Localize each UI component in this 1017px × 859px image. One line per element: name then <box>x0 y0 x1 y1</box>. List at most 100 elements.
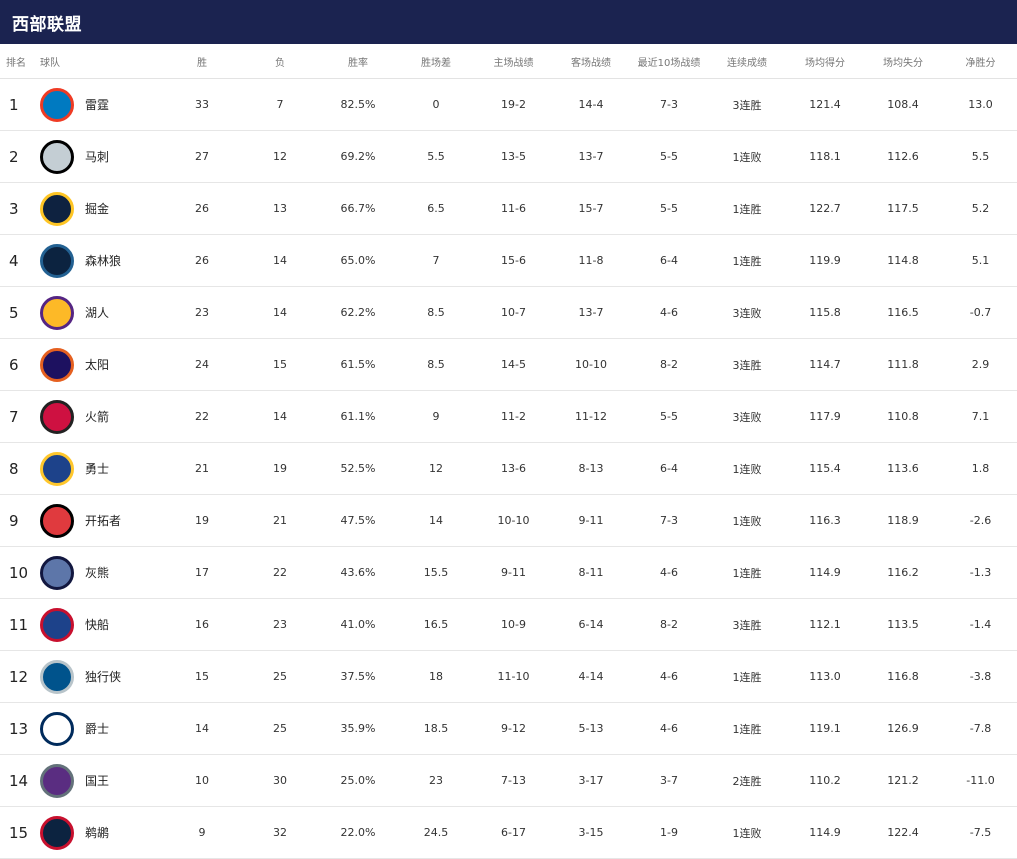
team-cell[interactable]: 鹈鹕 <box>30 806 163 859</box>
team-link[interactable]: 太阳 <box>30 347 163 382</box>
points-per-game-cell: 118.1 <box>786 130 864 183</box>
team-link[interactable]: 鹈鹕 <box>30 815 163 850</box>
table-row[interactable]: 5 湖人 23 14 62.2% 8.5 10-7 13-7 4-6 3连败 115.8 116.5-… <box>0 286 1017 339</box>
team-cell[interactable]: 火箭 <box>30 390 163 443</box>
team-cell[interactable]: 独行侠 <box>30 650 163 703</box>
win-pct-cell: 61.1% <box>319 390 397 443</box>
rank-cell: 5 <box>0 286 30 339</box>
team-name: 掘金 <box>85 202 110 216</box>
table-row[interactable]: 12 独行侠 15 25 37.5% 18 11-10 4-14 4-6 1连胜 113.0 116.… <box>0 650 1017 703</box>
column-header-streak[interactable]: 连续成绩 <box>708 44 786 79</box>
table-row[interactable]: 9 开拓者 19 21 47.5% 14 10-10 9-11 7-3 1连败 116.3 118.9… <box>0 494 1017 547</box>
column-header-rank[interactable]: 排名 <box>0 44 30 79</box>
column-header-points-per-game[interactable]: 场均得分 <box>786 44 864 79</box>
column-header-opp-points-per-game[interactable]: 场均失分 <box>864 44 942 79</box>
home-record-cell: 15-6 <box>475 234 552 287</box>
team-cell[interactable]: 掘金 <box>30 182 163 235</box>
rank-cell: 4 <box>0 234 30 287</box>
team-cell[interactable]: 灰熊 <box>30 546 163 599</box>
away-record-cell: 11-12 <box>552 390 630 443</box>
team-link[interactable]: 火箭 <box>30 399 163 434</box>
team-link[interactable]: 掘金 <box>30 191 163 226</box>
team-cell[interactable]: 森林狼 <box>30 234 163 287</box>
grizzlies-logo-icon <box>40 555 74 590</box>
win-pct-cell: 41.0% <box>319 598 397 651</box>
team-cell[interactable]: 爵士 <box>30 702 163 755</box>
games-behind-cell: 18 <box>397 650 475 703</box>
team-link[interactable]: 独行侠 <box>30 659 163 694</box>
table-row[interactable]: 2 马刺 27 12 69.2% 5.5 13-5 13-7 5-5 1连败 118.1 112.6 5… <box>0 130 1017 183</box>
team-cell[interactable]: 太阳 <box>30 338 163 391</box>
team-link[interactable]: 国王 <box>30 763 163 798</box>
team-name: 鹈鹕 <box>85 826 110 840</box>
wins-cell: 26 <box>163 182 241 235</box>
team-cell[interactable]: 国王 <box>30 754 163 807</box>
column-header-away-record[interactable]: 客场战绩 <box>552 44 630 79</box>
jazz-logo-icon <box>40 711 74 746</box>
column-header-losses[interactable]: 负 <box>241 44 319 79</box>
points-per-game-cell: 115.4 <box>786 442 864 495</box>
team-link[interactable]: 开拓者 <box>30 503 163 538</box>
streak-cell: 2连胜 <box>708 754 786 807</box>
team-cell[interactable]: 马刺 <box>30 130 163 183</box>
table-row[interactable]: 14 国王 10 30 25.0% 23 7-13 3-17 3-7 2连胜 110.2 121.2-… <box>0 754 1017 807</box>
column-header-win-pct[interactable]: 胜率 <box>319 44 397 79</box>
win-pct-cell: 35.9% <box>319 702 397 755</box>
last-10-cell: 6-4 <box>630 442 708 495</box>
table-row[interactable]: 4 森林狼 26 14 65.0% 7 15-6 11-8 6-4 1连胜 119.9 114.8 5.… <box>0 234 1017 287</box>
team-link[interactable]: 雷霆 <box>30 87 163 122</box>
table-row[interactable]: 8 勇士 21 19 52.5% 12 13-6 8-13 6-4 1连败 115.4 113.6 1.… <box>0 442 1017 495</box>
last-10-cell: 7-3 <box>630 494 708 547</box>
table-row[interactable]: 13 爵士 14 25 35.9% 18.5 9-12 5-13 4-6 1连胜 119.1 126.… <box>0 702 1017 755</box>
opp-points-per-game-cell: 114.8 <box>864 234 942 287</box>
wins-cell: 19 <box>163 494 241 547</box>
team-cell[interactable]: 湖人 <box>30 286 163 339</box>
wins-cell: 15 <box>163 650 241 703</box>
team-link[interactable]: 勇士 <box>30 451 163 486</box>
games-behind-cell: 0 <box>397 78 475 131</box>
column-header-games-behind[interactable]: 胜场差 <box>397 44 475 79</box>
losses-cell: 22 <box>241 546 319 599</box>
team-link[interactable]: 森林狼 <box>30 243 163 278</box>
streak-cell: 1连败 <box>708 130 786 183</box>
team-link[interactable]: 灰熊 <box>30 555 163 590</box>
table-row[interactable]: 15 鹈鹕 9 32 22.0% 24.5 6-17 3-15 1-9 1连败 114.9 122.4… <box>0 806 1017 859</box>
column-header-home-record[interactable]: 主场战绩 <box>475 44 552 79</box>
team-cell[interactable]: 雷霆 <box>30 78 163 131</box>
rank-cell: 6 <box>0 338 30 391</box>
column-header-team[interactable]: 球队 <box>30 44 163 79</box>
table-row[interactable]: 10 灰熊 17 22 43.6% 15.5 9-11 8-11 4-6 1连胜 114.9 116.… <box>0 546 1017 599</box>
rank-cell: 14 <box>0 754 30 807</box>
column-header-point-diff[interactable]: 净胜分 <box>942 44 1017 79</box>
win-pct-cell: 66.7% <box>319 182 397 235</box>
team-cell[interactable]: 快船 <box>30 598 163 651</box>
away-record-cell: 9-11 <box>552 494 630 547</box>
team-link[interactable]: 马刺 <box>30 139 163 174</box>
streak-cell: 3连胜 <box>708 78 786 131</box>
team-link[interactable]: 快船 <box>30 607 163 642</box>
home-record-cell: 19-2 <box>475 78 552 131</box>
table-row[interactable]: 1 雷霆 33 7 82.5% 0 19-2 14-4 7-3 3连胜 121.4 108.4 13.0 <box>0 78 1017 131</box>
games-behind-cell: 9 <box>397 390 475 443</box>
last-10-cell: 8-2 <box>630 598 708 651</box>
column-header-wins[interactable]: 胜 <box>163 44 241 79</box>
rank-cell: 8 <box>0 442 30 495</box>
table-row[interactable]: 6 太阳 24 15 61.5% 8.5 14-5 10-10 8-2 3连胜 114.7 111.8… <box>0 338 1017 391</box>
table-row[interactable]: 3 掘金 26 13 66.7% 6.5 11-6 15-7 5-5 1连胜 122.7 117.5 5… <box>0 182 1017 235</box>
points-per-game-cell: 119.1 <box>786 702 864 755</box>
streak-cell: 1连败 <box>708 494 786 547</box>
last-10-cell: 3-7 <box>630 754 708 807</box>
team-cell[interactable]: 勇士 <box>30 442 163 495</box>
table-row[interactable]: 7 火箭 22 14 61.1% 9 11-2 11-12 5-5 3连败 117.9 110.8 7.… <box>0 390 1017 443</box>
team-cell[interactable]: 开拓者 <box>30 494 163 547</box>
games-behind-cell: 18.5 <box>397 702 475 755</box>
win-pct-cell: 65.0% <box>319 234 397 287</box>
opp-points-per-game-cell: 113.5 <box>864 598 942 651</box>
column-header-last-10[interactable]: 最近10场战绩 <box>630 44 708 79</box>
last-10-cell: 4-6 <box>630 546 708 599</box>
rank-cell: 11 <box>0 598 30 651</box>
thunder-logo-icon <box>40 87 74 122</box>
table-row[interactable]: 11 快船 16 23 41.0% 16.5 10-9 6-14 8-2 3连胜 112.1 113.… <box>0 598 1017 651</box>
team-link[interactable]: 爵士 <box>30 711 163 746</box>
team-link[interactable]: 湖人 <box>30 295 163 330</box>
